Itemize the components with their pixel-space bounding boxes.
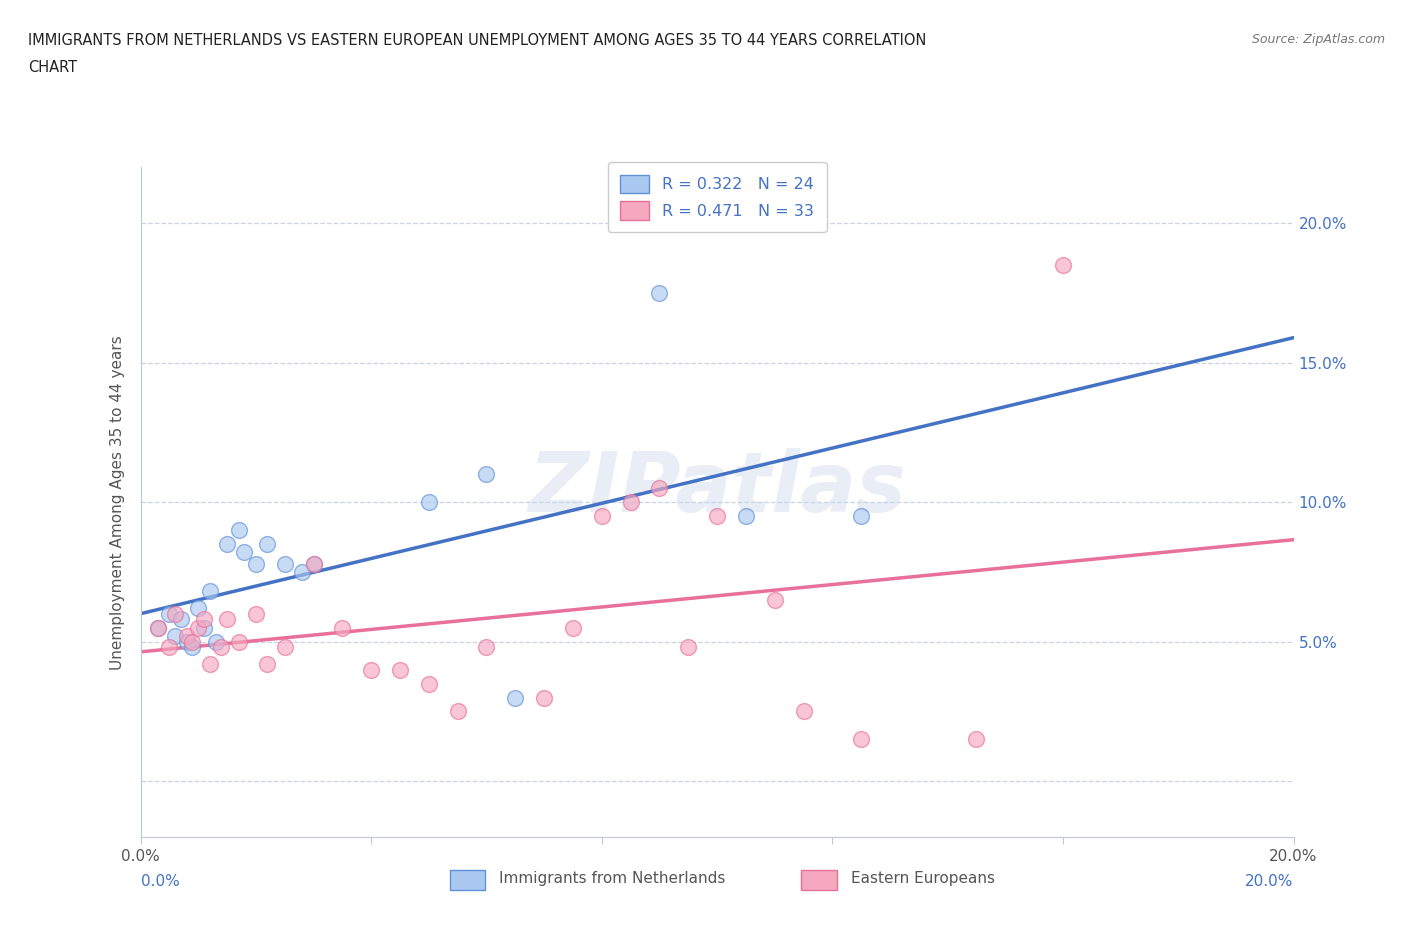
Point	[170, 612, 193, 627]
Point	[165, 606, 187, 621]
Point	[209, 640, 232, 655]
Point	[763, 592, 786, 607]
Point	[475, 467, 498, 482]
Point	[388, 662, 411, 677]
Point	[965, 732, 987, 747]
Point	[648, 286, 671, 300]
Y-axis label: Unemployment Among Ages 35 to 44 years: Unemployment Among Ages 35 to 44 years	[110, 335, 125, 670]
Point	[198, 657, 221, 671]
Point	[849, 509, 872, 524]
Point	[198, 584, 221, 599]
Text: Source: ZipAtlas.com: Source: ZipAtlas.com	[1251, 33, 1385, 46]
Point	[332, 620, 354, 635]
Point	[193, 612, 215, 627]
Point	[217, 537, 239, 551]
Point	[245, 556, 267, 571]
Point	[204, 634, 226, 649]
Point	[706, 509, 728, 524]
Point	[274, 640, 297, 655]
Point	[159, 640, 180, 655]
Point	[228, 634, 250, 649]
Point	[302, 556, 325, 571]
Point	[193, 620, 215, 635]
Point	[447, 704, 470, 719]
Point	[181, 640, 204, 655]
Point	[165, 629, 187, 644]
Point	[302, 556, 325, 571]
Point	[360, 662, 382, 677]
Point	[233, 545, 256, 560]
Point	[176, 629, 198, 644]
Text: CHART: CHART	[28, 60, 77, 75]
Point	[176, 634, 198, 649]
Point	[187, 601, 209, 616]
Point	[245, 606, 267, 621]
Point	[1052, 258, 1074, 272]
Text: ZIPatlas: ZIPatlas	[529, 448, 905, 529]
Text: 0.0%: 0.0%	[141, 874, 180, 889]
Point	[187, 620, 209, 635]
Point	[228, 523, 250, 538]
Point	[146, 620, 169, 635]
Point	[475, 640, 498, 655]
Text: 20.0%: 20.0%	[1246, 874, 1294, 889]
Point	[793, 704, 815, 719]
Point	[418, 676, 440, 691]
Point	[562, 620, 585, 635]
Point	[735, 509, 758, 524]
Point	[648, 481, 671, 496]
Point	[256, 657, 278, 671]
Point	[181, 634, 204, 649]
Legend: R = 0.322   N = 24, R = 0.471   N = 33: R = 0.322 N = 24, R = 0.471 N = 33	[607, 162, 827, 232]
Point	[591, 509, 613, 524]
Point	[533, 690, 555, 705]
Point	[274, 556, 297, 571]
Point	[256, 537, 278, 551]
Point	[159, 606, 180, 621]
Point	[217, 612, 239, 627]
Text: IMMIGRANTS FROM NETHERLANDS VS EASTERN EUROPEAN UNEMPLOYMENT AMONG AGES 35 TO 44: IMMIGRANTS FROM NETHERLANDS VS EASTERN E…	[28, 33, 927, 47]
Point	[678, 640, 700, 655]
Point	[503, 690, 526, 705]
Point	[849, 732, 872, 747]
Point	[418, 495, 440, 510]
Text: Immigrants from Netherlands: Immigrants from Netherlands	[499, 871, 725, 886]
Point	[146, 620, 169, 635]
Point	[619, 495, 641, 510]
Point	[291, 565, 314, 579]
Text: Eastern Europeans: Eastern Europeans	[851, 871, 994, 886]
